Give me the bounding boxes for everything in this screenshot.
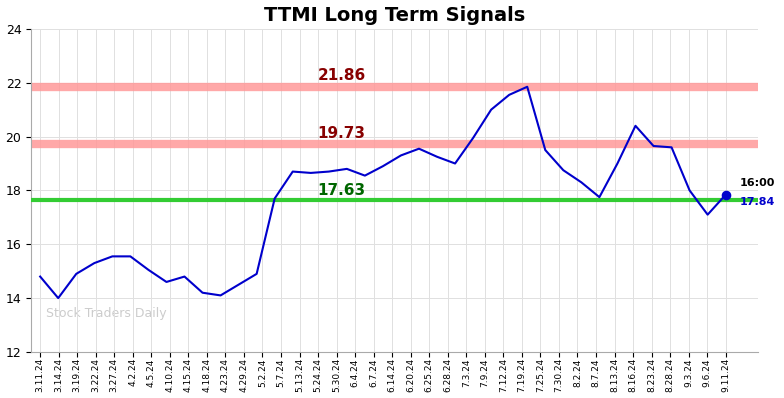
Text: 16:00: 16:00 bbox=[740, 178, 775, 188]
Text: 21.86: 21.86 bbox=[318, 68, 366, 83]
Text: 17.63: 17.63 bbox=[318, 183, 366, 198]
Text: 17.84: 17.84 bbox=[740, 197, 775, 207]
Text: Stock Traders Daily: Stock Traders Daily bbox=[45, 306, 166, 320]
Point bbox=[720, 191, 732, 198]
Title: TTMI Long Term Signals: TTMI Long Term Signals bbox=[264, 6, 525, 25]
Text: 19.73: 19.73 bbox=[318, 126, 366, 140]
